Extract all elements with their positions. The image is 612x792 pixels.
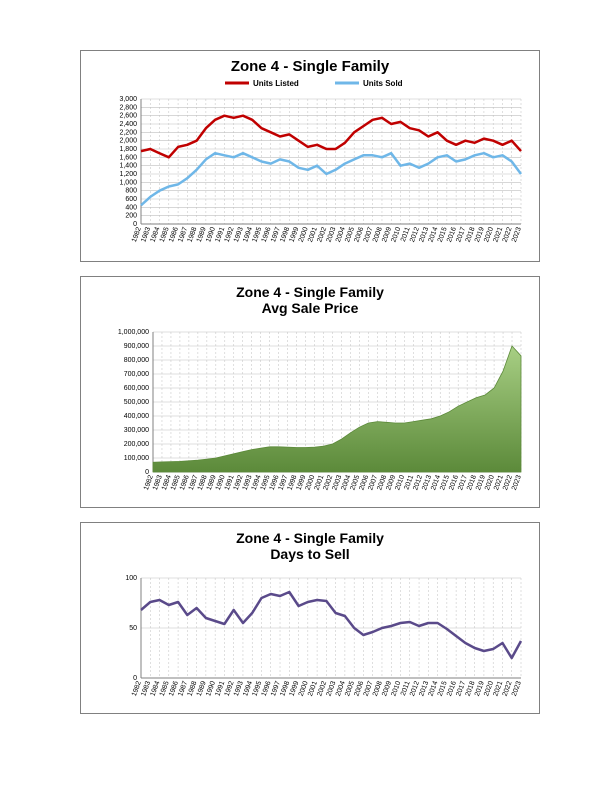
y-tick-label: 600,000 [124, 385, 149, 392]
chart-subtitle: Days to Sell [270, 546, 349, 562]
y-tick-label: 2,200 [119, 129, 137, 136]
y-tick-label: 50 [129, 625, 137, 632]
y-tick-label: 2,000 [119, 138, 137, 145]
y-tick-label: 600 [125, 196, 137, 203]
legend-label: Units Sold [363, 79, 403, 88]
y-tick-label: 1,400 [119, 163, 137, 170]
y-tick-label: 1,000 [119, 179, 137, 186]
y-tick-label: 2,800 [119, 104, 137, 111]
y-tick-label: 400,000 [124, 413, 149, 420]
units-chart: Zone 4 - Single Family02004006008001,000… [81, 51, 539, 261]
y-tick-label: 800,000 [124, 357, 149, 364]
chart-title: Zone 4 - Single Family [236, 530, 384, 546]
series-days [141, 592, 521, 658]
chart-title: Zone 4 - Single Family [231, 58, 390, 75]
y-tick-label: 900,000 [124, 343, 149, 350]
legend-label: Units Listed [253, 79, 299, 88]
y-tick-label: 2,600 [119, 113, 137, 120]
chart-title: Zone 4 - Single Family [236, 284, 384, 300]
y-tick-label: 2,400 [119, 121, 137, 128]
chart-panel-avg-price: Zone 4 - Single FamilyAvg Sale Price0100… [80, 276, 540, 508]
y-tick-label: 3,000 [119, 96, 137, 103]
chart-subtitle: Avg Sale Price [262, 300, 359, 316]
chart-panel-days-to-sell: Zone 4 - Single FamilyDays to Sell050100… [80, 522, 540, 714]
y-tick-label: 700,000 [124, 371, 149, 378]
series-units_listed [141, 116, 521, 158]
y-tick-label: 1,600 [119, 154, 137, 161]
y-tick-label: 200,000 [124, 441, 149, 448]
series-units_sold [141, 153, 521, 205]
y-tick-label: 100,000 [124, 455, 149, 462]
y-tick-label: 1,000,000 [118, 329, 149, 336]
legend: Units Listed Units Sold [225, 79, 403, 88]
days-to-sell-chart: Zone 4 - Single FamilyDays to Sell050100… [81, 523, 539, 713]
y-tick-label: 1,200 [119, 171, 137, 178]
y-tick-label: 800 [125, 188, 137, 195]
chart-panel-units: Zone 4 - Single Family02004006008001,000… [80, 50, 540, 262]
y-tick-label: 1,800 [119, 146, 137, 153]
y-tick-label: 500,000 [124, 399, 149, 406]
y-tick-label: 400 [125, 204, 137, 211]
y-tick-label: 200 [125, 213, 137, 220]
page-container: Zone 4 - Single Family02004006008001,000… [80, 50, 540, 728]
y-tick-label: 300,000 [124, 427, 149, 434]
avg-price-chart: Zone 4 - Single FamilyAvg Sale Price0100… [81, 277, 539, 507]
y-tick-label: 100 [125, 575, 137, 582]
area-series [153, 346, 521, 472]
